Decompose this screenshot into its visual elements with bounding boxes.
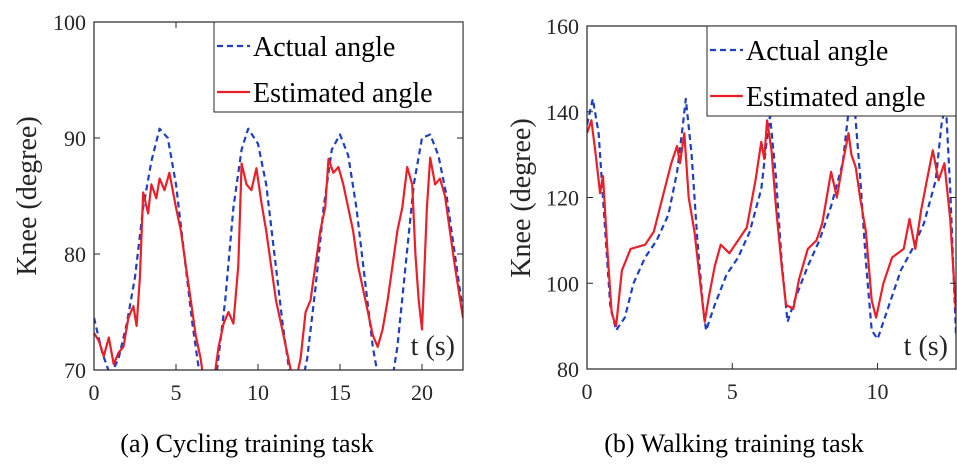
y-axis-label-walking: Knee (degree) [506, 118, 537, 277]
ticks-walking: 0 5 10 80 100 120 140 160 [546, 14, 956, 404]
y-tick-label: 80 [557, 357, 579, 382]
legend-label-actual-walking: Actual angle [746, 36, 888, 67]
x-tick-label: 5 [727, 379, 738, 404]
y-tick-label: 120 [546, 186, 579, 211]
series-line-estimated [587, 119, 956, 328]
time-annotation-walking: t (s) [904, 331, 948, 362]
x-tick-label: 15 [329, 380, 351, 405]
time-annotation-cycling: t (s) [411, 331, 455, 362]
y-tick-label: 100 [546, 271, 579, 296]
y-tick-label: 100 [53, 10, 86, 35]
legend-box-cycling [213, 21, 464, 113]
panel-walking: 0 5 10 80 100 120 140 160 Knee (degree) t (s) A… [506, 14, 957, 458]
x-tick-label: 10 [247, 380, 269, 405]
legend-label-estimated-walking: Estimated angle [746, 82, 926, 113]
x-tick-label: 0 [89, 380, 100, 405]
y-tick-label: 70 [64, 358, 86, 383]
series-line-actual [587, 97, 956, 341]
legend-label-estimated-cycling: Estimated angle [253, 78, 433, 109]
legend-label-actual-cycling: Actual angle [253, 32, 395, 63]
series-line-estimated [94, 156, 463, 370]
x-tick-label: 0 [582, 379, 593, 404]
caption-walking: (b) Walking training task [604, 429, 864, 458]
x-tick-label: 5 [171, 380, 182, 405]
x-tick-label: 10 [867, 379, 889, 404]
y-tick-label: 90 [64, 126, 86, 151]
legend-walking: Actual angle Estimated angle [706, 25, 957, 117]
y-tick-label: 80 [64, 242, 86, 267]
x-tick-label: 20 [411, 380, 433, 405]
plot-area-walking [587, 97, 956, 341]
panel-cycling: 0 5 10 15 20 70 80 90 100 Knee (degree) t (s) Ac… [12, 10, 464, 458]
y-tick-label: 160 [546, 14, 579, 39]
caption-cycling: (a) Cycling training task [120, 429, 373, 458]
legend-cycling: Actual angle Estimated angle [213, 21, 464, 113]
y-axis-label-cycling: Knee (degree) [12, 116, 43, 275]
plot-area-cycling [94, 127, 463, 370]
y-tick-label: 140 [546, 100, 579, 125]
legend-box-walking [706, 25, 957, 117]
ticks-cycling: 0 5 10 15 20 70 80 90 100 [53, 10, 463, 405]
